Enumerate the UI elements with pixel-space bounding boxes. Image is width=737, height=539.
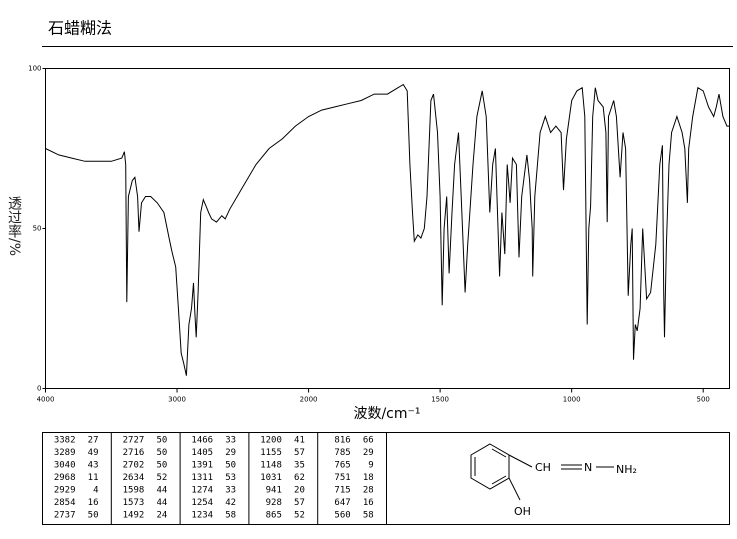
peak-wavenumber: 2737 [54,511,76,521]
x-tick-label: 4000 [37,396,55,404]
peak-transmittance: 50 [156,461,167,471]
peak-transmittance: 33 [225,486,236,496]
peak-wavenumber: 865 [266,511,282,521]
structure [470,443,614,501]
peak-transmittance: 33 [225,436,236,446]
x-tick-label: 1000 [563,396,581,404]
peak-transmittance: 4 [93,486,98,496]
peak-wavenumber: 1466 [191,436,213,446]
peak-wavenumber: 2634 [123,473,145,483]
peak-wavenumber: 816 [334,436,350,446]
peak-transmittance: 11 [88,473,99,483]
peak-transmittance: 49 [88,448,99,458]
peak-wavenumber: 1573 [123,498,145,508]
peak-wavenumber: 1274 [191,486,213,496]
peak-wavenumber: 785 [334,448,350,458]
bond [508,454,533,468]
peak-wavenumber: 928 [266,498,282,508]
peak-wavenumber: 3382 [54,436,76,446]
peak-wavenumber: 1148 [260,461,282,471]
y-tick-label: 0 [37,385,41,393]
peak-wavenumber: 1598 [123,486,145,496]
peak-wavenumber: 715 [334,486,350,496]
peak-transmittance: 50 [156,436,167,446]
peak-wavenumber: 765 [334,461,350,471]
peak-wavenumber: 2716 [123,448,145,458]
benzene-ring [470,443,510,490]
peak-transmittance: 50 [225,461,236,471]
peak-transmittance: 24 [156,511,167,521]
peak-wavenumber: 1391 [191,461,213,471]
chart-title: 石蜡糊法 [48,19,112,38]
peak-transmittance: 43 [88,461,99,471]
atom-label: CH [535,461,551,474]
peak-transmittance: 62 [294,473,305,483]
bond [508,477,521,501]
peak-transmittance: 29 [363,448,374,458]
peak-transmittance: 50 [88,511,99,521]
peak-transmittance: 53 [225,473,236,483]
ring-bond [491,448,507,458]
peak-wavenumber: 3289 [54,448,76,458]
peak-transmittance: 52 [294,511,305,521]
y-tick-label: 100 [28,65,41,73]
peak-transmittance: 52 [156,473,167,483]
peak-wavenumber: 751 [334,473,350,483]
peak-wavenumber: 2968 [54,473,76,483]
peak-transmittance: 18 [363,473,374,483]
x-tick-label: 3000 [168,396,186,404]
peak-transmittance: 35 [294,461,305,471]
peak-transmittance: 44 [156,498,167,508]
peak-transmittance: 20 [294,486,305,496]
peak-transmittance: 9 [368,461,373,471]
peak-transmittance: 16 [363,498,374,508]
peak-transmittance: 28 [363,486,374,496]
x-tick-label: 2000 [300,396,318,404]
atom-label: N [584,461,592,474]
peak-transmittance: 57 [294,498,305,508]
peak-transmittance: 44 [156,486,167,496]
atom-label: OH [514,505,531,518]
peak-transmittance: 16 [88,498,99,508]
peak-wavenumber: 2929 [54,486,76,496]
peak-wavenumber: 1311 [191,473,213,483]
peak-wavenumber: 1254 [191,498,213,508]
peak-wavenumber: 1200 [260,436,282,446]
peak-wavenumber: 2702 [123,461,145,471]
peak-transmittance: 58 [225,511,236,521]
peak-wavenumber: 1155 [260,448,282,458]
spectrum-line [45,83,730,376]
x-tick-label: 1500 [431,396,449,404]
x-tick-label: 500 [697,396,710,404]
peak-wavenumber: 2854 [54,498,76,508]
y-tick-label: 50 [33,225,42,233]
y-axis-label: 透过率/% [6,196,22,257]
peak-wavenumber: 1031 [260,473,282,483]
peak-transmittance: 57 [294,448,305,458]
peak-transmittance: 29 [225,448,236,458]
atom-label: NH₂ [616,463,637,476]
peak-wavenumber: 1405 [191,448,213,458]
peak-transmittance: 42 [225,498,236,508]
peak-wavenumber: 2727 [123,436,145,446]
ring-bond [491,475,507,485]
peak-wavenumber: 1234 [191,511,213,521]
x-axis-label: 波数/cm⁻¹ [353,406,420,422]
peak-transmittance: 58 [363,511,374,521]
peak-transmittance: 50 [156,448,167,458]
peak-wavenumber: 3040 [54,461,76,471]
peak-transmittance: 66 [363,436,374,446]
peak-transmittance: 27 [88,436,99,446]
peak-wavenumber: 647 [334,498,350,508]
peak-wavenumber: 1492 [123,511,145,521]
peak-wavenumber: 560 [334,511,350,521]
peak-wavenumber: 941 [266,486,282,496]
peak-transmittance: 41 [294,436,305,446]
